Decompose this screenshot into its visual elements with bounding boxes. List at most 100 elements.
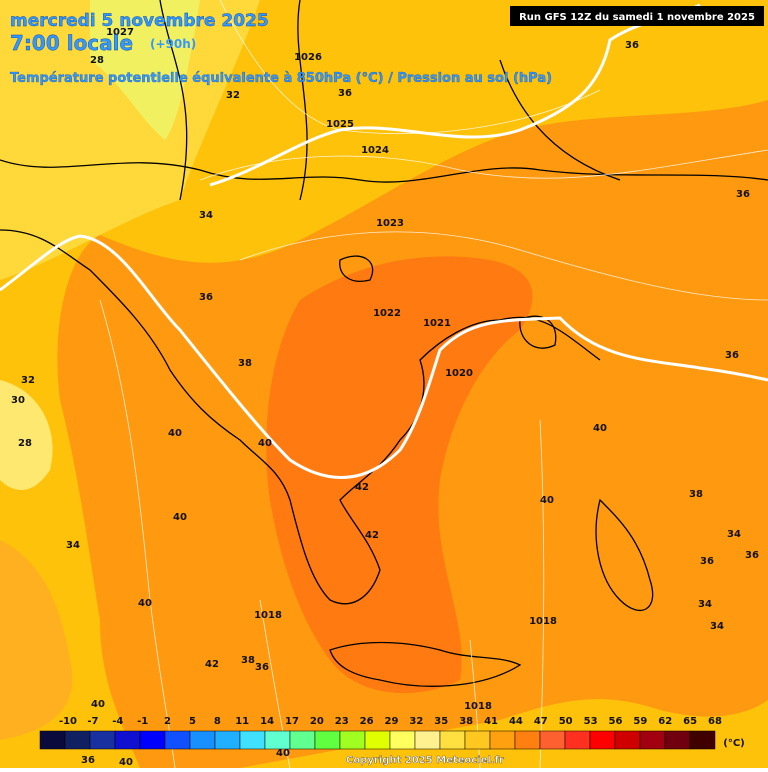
legend-label: -7 bbox=[87, 716, 98, 727]
map-label: 40 bbox=[593, 423, 607, 434]
map-label: 36 bbox=[199, 292, 213, 303]
cool-zone-west bbox=[0, 380, 53, 490]
map-label: 1023 bbox=[376, 218, 404, 229]
legend-label: 62 bbox=[658, 716, 672, 727]
legend-swatch bbox=[639, 730, 666, 750]
map-label: 36 bbox=[725, 350, 739, 361]
map-label: 40 bbox=[119, 757, 133, 768]
legend-label: 65 bbox=[683, 716, 697, 727]
legend-label: 53 bbox=[584, 716, 598, 727]
map-label: 28 bbox=[90, 55, 104, 66]
map-label: 1027 bbox=[106, 27, 134, 38]
map-label: 40 bbox=[168, 428, 182, 439]
legend-label: 5 bbox=[189, 716, 196, 727]
legend-swatch bbox=[564, 730, 591, 750]
frontier-line bbox=[0, 234, 768, 479]
lead-time: (+90h) bbox=[150, 37, 196, 51]
legend-label: -10 bbox=[59, 716, 77, 727]
map-label: 40 bbox=[258, 438, 272, 449]
map-label: 42 bbox=[205, 659, 219, 670]
map-label: 1025 bbox=[326, 119, 354, 130]
legend-swatch bbox=[189, 730, 216, 750]
map-label: 36 bbox=[745, 550, 759, 561]
map-label: 34 bbox=[698, 599, 712, 610]
legend-swatch bbox=[389, 730, 416, 750]
legend-label: 26 bbox=[360, 716, 374, 727]
map-label: 42 bbox=[355, 482, 369, 493]
map-label: 34 bbox=[727, 529, 741, 540]
map-label: 1020 bbox=[445, 368, 473, 379]
legend-swatch bbox=[539, 730, 566, 750]
map-label: 32 bbox=[21, 375, 35, 386]
legend-label: 59 bbox=[633, 716, 647, 727]
map-label: 32 bbox=[226, 90, 240, 101]
legend: -10 -7 -4 -1 2 5 8 11 14 17 20 23 26 29 32 35 38 41 44 47 50… bbox=[39, 716, 745, 750]
subtitle: Température potentielle équivalente à 85… bbox=[10, 71, 552, 86]
copyright: Copyright 2025 Meteociel.fr bbox=[346, 755, 504, 766]
hot-zone bbox=[266, 256, 533, 694]
legend-label: 32 bbox=[409, 716, 423, 727]
legend-swatch bbox=[239, 730, 266, 750]
map-label: 34 bbox=[199, 210, 213, 221]
map-label: 36 bbox=[625, 40, 639, 51]
legend-label: 35 bbox=[434, 716, 448, 727]
legend-label: 8 bbox=[214, 716, 221, 727]
time: 7:00 locale bbox=[10, 31, 133, 55]
legend-label: 38 bbox=[459, 716, 473, 727]
map-label: 40 bbox=[91, 699, 105, 710]
legend-swatch bbox=[64, 730, 91, 750]
map-label: 42 bbox=[365, 530, 379, 541]
map-label: 36 bbox=[255, 662, 269, 673]
legend-label: -1 bbox=[137, 716, 148, 727]
legend-label: 14 bbox=[260, 716, 274, 727]
map-label: 1018 bbox=[254, 610, 282, 621]
map-label: 40 bbox=[138, 598, 152, 609]
run-info: Run GFS 12Z du samedi 1 novembre 2025 bbox=[519, 12, 755, 23]
legend-swatch bbox=[614, 730, 641, 750]
frontier-line-north bbox=[209, 3, 701, 187]
run-box bbox=[510, 6, 764, 26]
legend-swatch bbox=[289, 730, 316, 750]
legend-swatch bbox=[264, 730, 291, 750]
map-label: 38 bbox=[241, 655, 255, 666]
map-label: 40 bbox=[540, 495, 554, 506]
legend-swatch bbox=[689, 730, 716, 750]
legend-label: 17 bbox=[285, 716, 299, 727]
isobars bbox=[99, 0, 768, 769]
map-label: 34 bbox=[66, 540, 80, 551]
map-label: 36 bbox=[81, 755, 95, 766]
legend-swatch bbox=[339, 730, 366, 750]
map-label: 1021 bbox=[423, 318, 451, 329]
map-label: 1024 bbox=[361, 145, 389, 156]
map-label: 1022 bbox=[373, 308, 401, 319]
legend-swatch bbox=[214, 730, 241, 750]
legend-swatch bbox=[114, 730, 141, 750]
map-label: 36 bbox=[736, 189, 750, 200]
map-label: 1026 bbox=[294, 52, 322, 63]
legend-swatch bbox=[89, 730, 116, 750]
legend-label: 47 bbox=[534, 716, 548, 727]
map-label: 34 bbox=[710, 621, 724, 632]
map-label: 36 bbox=[338, 88, 352, 99]
legend-swatch bbox=[464, 730, 491, 750]
legend-swatch bbox=[364, 730, 391, 750]
cold-zone bbox=[90, 0, 200, 140]
legend-label: 29 bbox=[385, 716, 399, 727]
legend-label: 41 bbox=[484, 716, 498, 727]
legend-label: 23 bbox=[335, 716, 349, 727]
cool-zone bbox=[0, 0, 260, 280]
mild-zone bbox=[0, 540, 73, 740]
map-label: 36 bbox=[700, 556, 714, 567]
legend-label: 20 bbox=[310, 716, 324, 727]
legend-swatch bbox=[164, 730, 191, 750]
coastlines bbox=[0, 0, 768, 687]
legend-swatch bbox=[589, 730, 616, 750]
legend-label: 2 bbox=[164, 716, 171, 727]
legend-label: 44 bbox=[509, 716, 523, 727]
legend-unit: (°C) bbox=[723, 738, 744, 749]
map-label: 40 bbox=[173, 512, 187, 523]
map-label: 38 bbox=[238, 358, 252, 369]
